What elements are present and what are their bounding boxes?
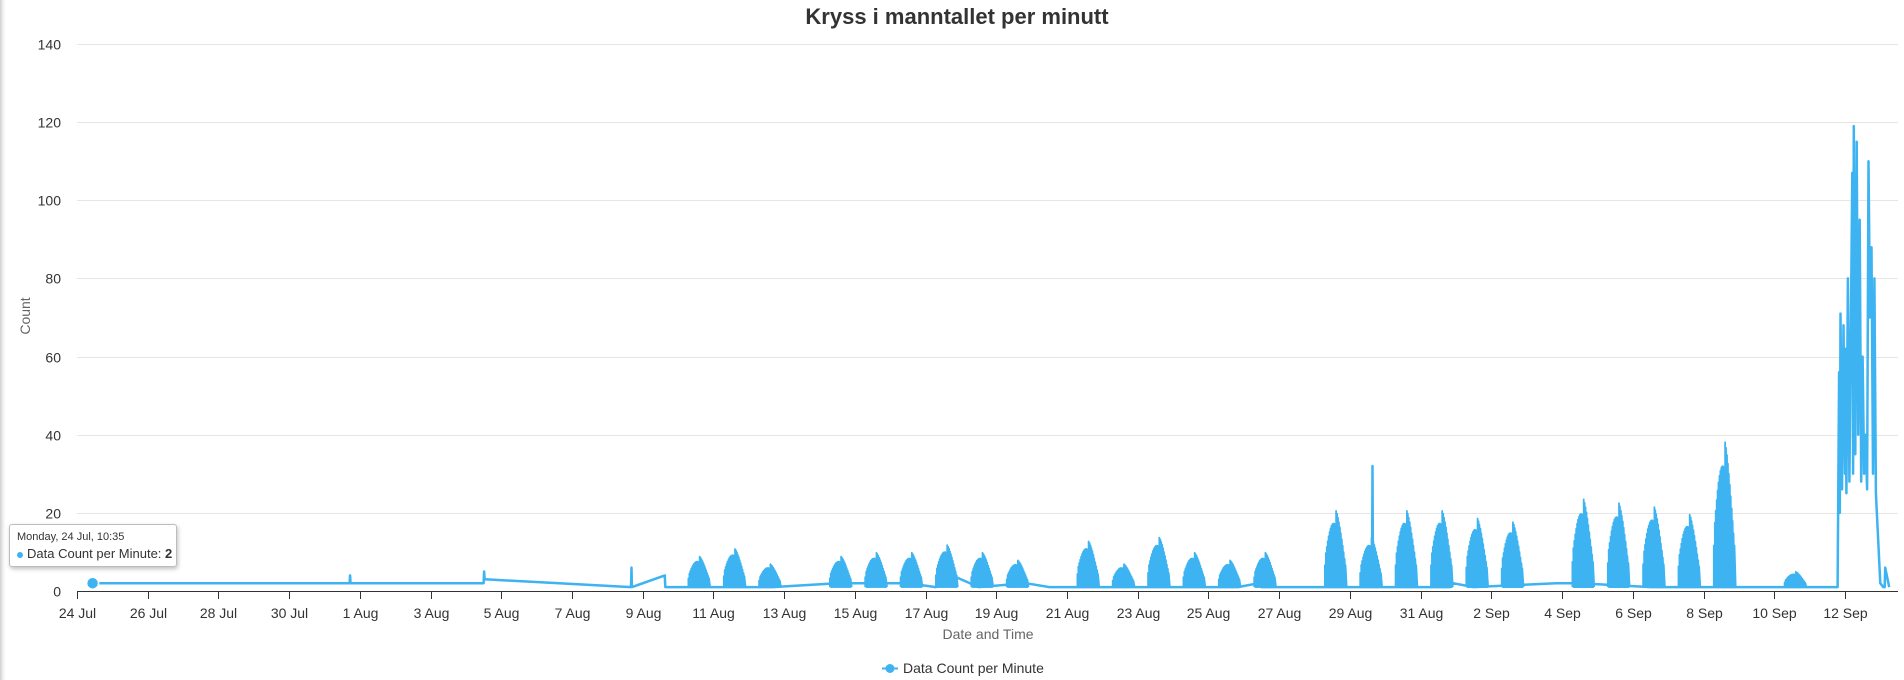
y-tick-label: 40 (45, 428, 61, 444)
burst-mark (1394, 510, 1419, 588)
burst-mark (1076, 540, 1101, 588)
burst-mark (1642, 506, 1666, 588)
burst-mark (970, 551, 994, 588)
burst-mark (1571, 498, 1596, 588)
x-tick-label: 12 Sep (1823, 605, 1868, 621)
burst-mark (1217, 559, 1242, 588)
y-axis-ticks: 0 20 40 60 80 100 120 140 (38, 37, 62, 600)
x-axis-title: Date and Time (942, 626, 1033, 642)
burst-mark (1111, 563, 1136, 588)
x-tick-label: 24 Jul (59, 605, 96, 621)
x-tick-label: 25 Aug (1187, 605, 1231, 621)
burst-mark (1783, 570, 1808, 588)
x-tick-label: 19 Aug (975, 605, 1019, 621)
y-axis-title: Count (17, 297, 33, 334)
x-tick-label: 21 Aug (1046, 605, 1090, 621)
legend-label: Data Count per Minute (903, 660, 1044, 676)
x-tick-label: 6 Sep (1615, 605, 1652, 621)
burst-mark (1606, 502, 1631, 588)
x-tick-label: 26 Jul (130, 605, 167, 621)
x-tick-label: 29 Aug (1329, 605, 1373, 621)
x-tick-label: 3 Aug (414, 605, 450, 621)
x-tick-label: 27 Aug (1258, 605, 1302, 621)
x-tick-label: 30 Jul (271, 605, 308, 621)
tooltip-separator: : (157, 546, 166, 561)
burst-mark (1430, 510, 1454, 588)
y-tick-label: 100 (38, 193, 62, 209)
burst-mark (687, 555, 712, 588)
y-tick-label: 140 (38, 37, 62, 53)
burst-mark (1712, 441, 1737, 588)
grid (77, 44, 1898, 514)
x-tick-label: 28 Jul (200, 605, 237, 621)
x-tick-label: 10 Sep (1752, 605, 1797, 621)
y-tick-label: 20 (45, 506, 61, 522)
x-tick-label: 7 Aug (555, 605, 591, 621)
page-left-edge (0, 0, 6, 680)
burst-mark (1147, 536, 1171, 588)
x-tick-label: 31 Aug (1400, 605, 1444, 621)
x-tick-label: 15 Aug (834, 605, 878, 621)
burst-mark (1359, 536, 1383, 588)
tooltip: Monday, 24 Jul, 10:35 Data Count per Min… (9, 524, 177, 567)
x-tick-label: 2 Sep (1473, 605, 1510, 621)
x-tick-label: 4 Sep (1544, 605, 1581, 621)
x-tick-label: 11 Aug (692, 605, 735, 621)
tooltip-series-name: Data Count per Minute (27, 546, 158, 561)
burst-mark (899, 551, 924, 588)
burst-mark (1677, 513, 1702, 588)
x-tick-label: 5 Aug (484, 605, 520, 621)
hover-point-marker[interactable] (85, 576, 100, 590)
x-tick-label: 9 Aug (626, 605, 662, 621)
burst-mark (935, 544, 959, 588)
legend[interactable]: Data Count per Minute (882, 660, 1044, 676)
burst-mark (864, 551, 888, 588)
tooltip-row: Data Count per Minute: 2 (17, 545, 173, 563)
burst-mark (1465, 517, 1489, 588)
burst-mark (1500, 521, 1525, 588)
x-tick-label: 8 Sep (1686, 605, 1723, 621)
y-tick-label: 60 (45, 350, 61, 366)
tooltip-series-dot (17, 551, 23, 558)
burst-mark (1182, 551, 1207, 588)
y-tick-label: 120 (38, 115, 62, 131)
burst-mark (829, 555, 853, 588)
tooltip-value: 2 (165, 546, 173, 561)
legend-dot-symbol (885, 664, 895, 673)
chart-title: Kryss i manntallet per minutt (805, 4, 1109, 29)
y-tick-label: 80 (45, 271, 61, 287)
x-tick-label: 13 Aug (763, 605, 807, 621)
burst-mark (722, 548, 747, 588)
series-data-count-per-minute (92, 124, 1891, 589)
burst-mark (1253, 551, 1277, 588)
burst-mark (758, 563, 782, 588)
x-tick-label: 23 Aug (1117, 605, 1161, 621)
x-axis-ticks: 24 Jul 26 Jul 28 Jul 30 Jul 1 Aug 3 Aug 5 Aug 7… (59, 591, 1868, 621)
x-tick-label: 17 Aug (905, 605, 949, 621)
tooltip-date: Monday, 24 Jul, 10:35 (17, 531, 125, 543)
burst-mark (1005, 559, 1030, 588)
y-tick-label: 0 (53, 584, 61, 600)
burst-mark (1324, 510, 1348, 588)
x-tick-label: 1 Aug (343, 605, 379, 621)
